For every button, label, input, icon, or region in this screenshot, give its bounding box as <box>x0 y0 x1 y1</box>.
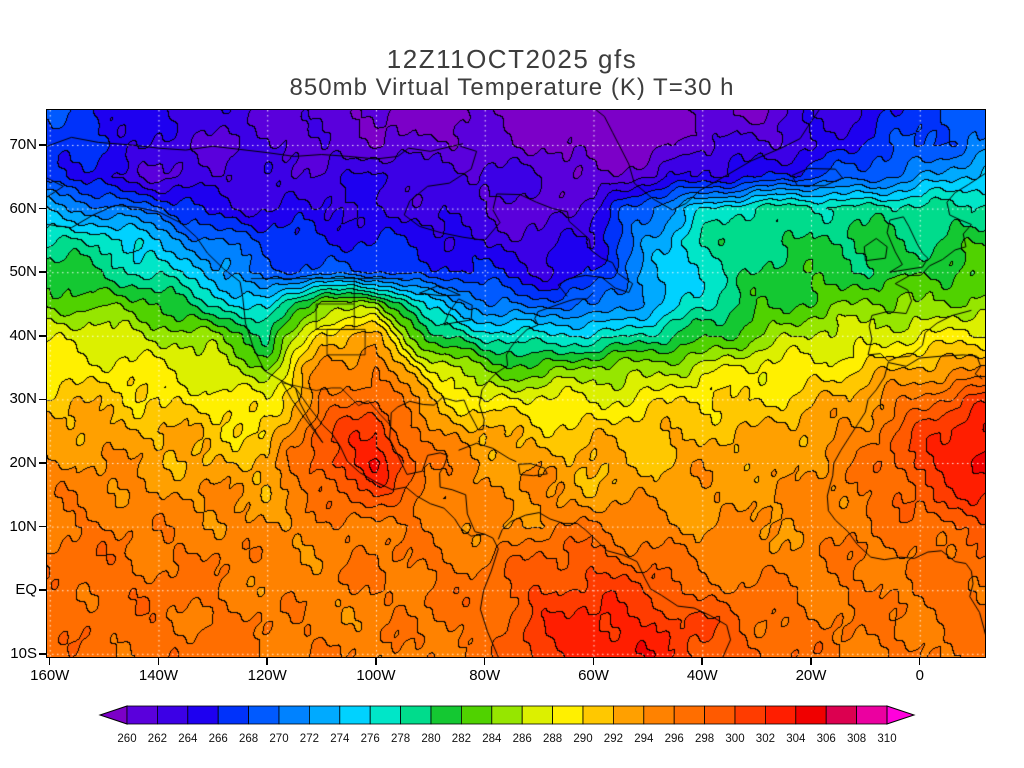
colorbar-label: 268 <box>239 733 258 745</box>
lat-tick-label: EQ <box>15 581 37 599</box>
colorbar-label: 304 <box>786 733 806 745</box>
lon-tick-mark <box>48 657 51 665</box>
lat-tick-mark <box>39 335 47 337</box>
lat-tick-label: 10S <box>10 644 37 662</box>
colorbar-label: 260 <box>117 733 136 745</box>
colorbar-label: 278 <box>391 733 410 745</box>
lat-tick-label: 30N <box>9 390 37 408</box>
lat-tick-mark <box>39 271 47 273</box>
colorbar-label: 274 <box>330 733 350 745</box>
colorbar-label: 276 <box>361 733 380 745</box>
colorbar-segment <box>217 705 249 725</box>
colorbar-label: 310 <box>877 733 896 745</box>
colorbar-label: 270 <box>269 733 288 745</box>
lon-tick-label: 120W <box>247 667 287 684</box>
lon-tick-mark <box>483 657 486 665</box>
colorbar-segment <box>248 705 280 725</box>
colorbar-segment <box>521 705 554 725</box>
colorbar-segment <box>582 705 614 725</box>
lon-tick-label: 0 <box>915 667 924 684</box>
plot-title: 12Z11OCT2025 gfs <box>386 44 638 74</box>
colorbar-left-arrow <box>98 705 128 725</box>
lon-tick-label: 100W <box>356 667 396 684</box>
colorbar-segment <box>339 705 371 725</box>
colorbar-segment <box>734 705 766 725</box>
colorbar-label: 292 <box>604 733 623 745</box>
colorbar-label: 306 <box>817 733 836 745</box>
colorbar-label: 298 <box>695 733 714 745</box>
lon-tick-label: 80W <box>469 667 501 684</box>
colorbar-segment <box>430 705 462 725</box>
colorbar-right-arrow <box>886 705 916 725</box>
lon-tick-mark <box>592 657 595 665</box>
colorbar-segment <box>308 705 341 725</box>
colorbar-segment <box>278 705 310 725</box>
colorbar-segment <box>673 705 706 725</box>
colorbar-segment <box>765 705 797 725</box>
map-plot-area: 70N 60N 50N 40N 30N 20N 10N EQ 10S 160W 140W 120W 10… <box>9 109 986 684</box>
colorbar-segment <box>704 705 736 725</box>
colorbar-svg: 260 262 264 266 268 270 272 274 276 278 280 282 284 2… <box>98 705 916 745</box>
colorbar-segment <box>369 705 402 725</box>
lat-tick-label: 70N <box>9 135 37 153</box>
lon-tick-mark <box>266 657 268 665</box>
colorbar-segment <box>825 705 858 725</box>
colorbar-label: 284 <box>482 733 502 745</box>
colorbar-segment <box>643 705 675 725</box>
colorbar-segment <box>856 705 888 725</box>
lat-tick-label: 50N <box>9 263 37 281</box>
colorbar: 260 262 264 266 268 270 272 274 276 278 280 282 284 2… <box>97 702 927 748</box>
lon-tick-label: 60W <box>578 667 609 684</box>
lat-tick-label: 60N <box>9 199 37 217</box>
colorbar-label: 290 <box>573 733 592 745</box>
plot-subtitle: 850mb Virtual Temperature (K) T=30 h <box>289 74 735 101</box>
colorbar-label: 264 <box>178 733 198 745</box>
colorbar-segment <box>552 705 584 725</box>
colorbar-segment <box>491 705 523 725</box>
lat-tick-label: 10N <box>9 517 37 535</box>
lat-tick-mark <box>39 144 47 146</box>
lat-tick-mark <box>39 462 47 464</box>
colorbar-segment <box>126 705 158 725</box>
colorbar-label: 294 <box>634 733 654 745</box>
colorbar-segment <box>613 705 645 725</box>
lat-tick-label: 20N <box>9 454 37 471</box>
lat-tick-mark <box>39 398 47 401</box>
colorbar-segment <box>795 705 827 725</box>
colorbar-label: 302 <box>756 733 775 745</box>
lat-tick-mark <box>39 653 47 655</box>
lat-tick-label: 40N <box>9 326 37 344</box>
lat-tick-mark <box>39 207 47 210</box>
colorbar-segment <box>157 705 189 725</box>
colorbar-label: 280 <box>421 733 440 745</box>
lon-tick-mark <box>375 657 377 665</box>
lat-tick-mark <box>39 589 47 591</box>
colorbar-label: 272 <box>300 733 319 745</box>
lon-tick-mark <box>701 657 703 665</box>
colorbar-segment <box>400 705 432 725</box>
colorbar-label: 266 <box>209 733 228 745</box>
lon-tick-label: 20W <box>795 667 827 684</box>
lon-tick-mark <box>918 657 921 665</box>
colorbar-label: 300 <box>725 733 744 745</box>
lon-tick-mark <box>810 657 812 665</box>
colorbar-segment <box>187 705 219 725</box>
colorbar-label: 296 <box>665 733 684 745</box>
lon-tick-label: 40W <box>686 667 718 684</box>
colorbar-label: 286 <box>513 733 532 745</box>
lon-tick-label: 140W <box>138 667 179 684</box>
colorbar-label: 282 <box>452 733 471 745</box>
colorbar-label: 288 <box>543 733 562 745</box>
colorbar-segment <box>460 705 493 725</box>
colorbar-label: 308 <box>847 733 866 745</box>
lon-tick-label: 160W <box>30 667 70 684</box>
contour-field-canvas <box>46 109 986 658</box>
lon-tick-mark <box>157 657 160 665</box>
colorbar-label: 262 <box>148 733 167 745</box>
lat-tick-mark <box>39 525 47 528</box>
